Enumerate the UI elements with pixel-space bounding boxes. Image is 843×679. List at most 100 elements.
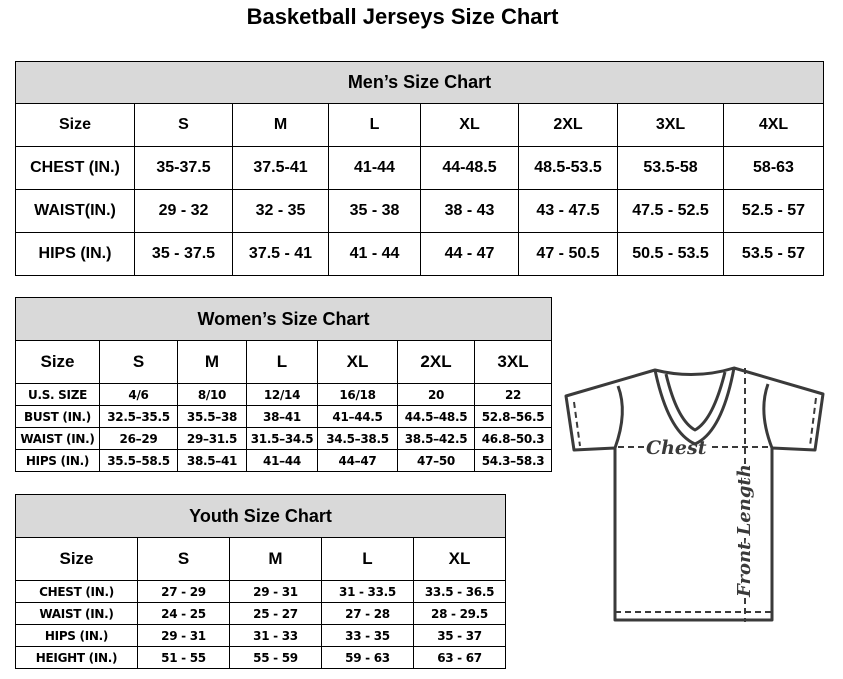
row-label: BUST (IN.): [15, 405, 100, 428]
table-cell: 53.5 - 57: [723, 232, 824, 276]
chart-caption: Youth Size Chart: [14, 494, 507, 538]
row-label: Size: [15, 537, 138, 581]
table-cell: 31 - 33.5: [321, 580, 414, 603]
table-cell: L: [328, 103, 421, 147]
table-cell: 51 - 55: [137, 646, 230, 669]
youth-size-chart: Youth Size Chart Size S M L XL CHEST (IN.) 27 -…: [14, 494, 507, 669]
row-label: U.S. SIZE: [15, 383, 100, 406]
table-row: HIPS (IN.) 35 - 37.5 37.5 - 41 41 - 44 44 - …: [15, 232, 824, 276]
table-cell: 47–50: [397, 449, 475, 472]
table-cell: 29–31.5: [177, 427, 247, 450]
table-cell: 35 - 38: [328, 189, 421, 233]
table-cell: 24 - 25: [137, 602, 230, 625]
table-cell: 53.5-58: [617, 146, 724, 190]
table-cell: 3XL: [473, 340, 553, 384]
table-cell: 33 - 35: [321, 624, 414, 647]
shirt-outline: [564, 366, 825, 622]
chart-caption: Women’s Size Chart: [14, 297, 553, 341]
table-cell: 27 - 29: [137, 580, 230, 603]
table-cell: 43 - 47.5: [518, 189, 618, 233]
row-label: WAIST (IN.): [15, 602, 138, 625]
table-cell: 31 - 33: [229, 624, 322, 647]
header-row: Size S M L XL: [15, 537, 507, 581]
row-label: Size: [15, 340, 100, 384]
table-row: HIPS (IN.) 29 - 31 31 - 33 33 - 35 35 - 37: [15, 624, 507, 647]
table-cell: S: [134, 103, 233, 147]
table-cell: 52.5 - 57: [723, 189, 824, 233]
table-row: BUST (IN.) 32.5–35.5 35.5–38 38–41 41–44.5 44…: [15, 405, 553, 428]
table-cell: 2XL: [397, 340, 475, 384]
table-row: HEIGHT (IN.) 51 - 55 55 - 59 59 - 63 63 - 67: [15, 646, 507, 669]
table-cell: 35.5–58.5: [99, 449, 178, 472]
t-shirt-icon: Chest Front Length: [564, 366, 825, 622]
table-cell: 4/6: [99, 383, 178, 406]
chart-caption: Men’s Size Chart: [15, 61, 824, 104]
table-cell: L: [246, 340, 318, 384]
table-cell: M: [177, 340, 247, 384]
row-label: HIPS (IN.): [15, 232, 135, 276]
table-cell: 50.5 - 53.5: [617, 232, 724, 276]
table-cell: 25 - 27: [229, 602, 322, 625]
womens-size-chart: Women’s Size Chart Size S M L XL 2XL 3XL U.S. SI…: [14, 297, 553, 472]
table-cell: 32 - 35: [232, 189, 329, 233]
table-cell: 2XL: [518, 103, 618, 147]
row-label: WAIST(IN.): [15, 189, 135, 233]
row-label: HEIGHT (IN.): [15, 646, 138, 669]
table-row: HIPS (IN.) 35.5–58.5 38.5–41 41–44 44–47 47–5…: [15, 449, 553, 472]
table-cell: 41-44: [328, 146, 421, 190]
table-cell: 52.8–56.5: [473, 405, 553, 428]
header-row: Size S M L XL 2XL 3XL 4XL: [15, 103, 824, 147]
table-cell: 54.3–58.3: [473, 449, 553, 472]
table-cell: 26–29: [99, 427, 178, 450]
row-label: Size: [15, 103, 135, 147]
table-cell: 34.5–38.5: [317, 427, 398, 450]
table-cell: XL: [420, 103, 519, 147]
table-cell: 35 - 37: [412, 624, 507, 647]
table-cell: 37.5-41: [232, 146, 329, 190]
table-cell: 12/14: [246, 383, 318, 406]
table-cell: 44–47: [317, 449, 398, 472]
table-cell: 38.5–42.5: [397, 427, 475, 450]
front-length-label: Front Length: [734, 464, 755, 598]
table-cell: L: [321, 537, 414, 581]
table-cell: XL: [412, 537, 507, 581]
table-cell: 29 - 31: [137, 624, 230, 647]
table-row: WAIST (IN.) 24 - 25 25 - 27 27 - 28 28 - 29.…: [15, 602, 507, 625]
table-cell: 41 - 44: [328, 232, 421, 276]
table-cell: 29 - 31: [229, 580, 322, 603]
table-cell: 59 - 63: [321, 646, 414, 669]
table-row: CHEST (IN.) 35-37.5 37.5-41 41-44 44-48.5 48.…: [15, 146, 824, 190]
table-cell: 38 - 43: [420, 189, 519, 233]
table-cell: 63 - 67: [412, 646, 507, 669]
table-cell: 55 - 59: [229, 646, 322, 669]
table-cell: 38.5–41: [177, 449, 247, 472]
table-cell: 29 - 32: [134, 189, 233, 233]
page-title: Basketball Jerseys Size Chart: [246, 4, 559, 29]
table-cell: 44 - 47: [420, 232, 519, 276]
table-row: CHEST (IN.) 27 - 29 29 - 31 31 - 33.5 33.5 -…: [15, 580, 507, 603]
table-cell: 35.5–38: [177, 405, 247, 428]
table-cell: 33.5 - 36.5: [412, 580, 507, 603]
table-cell: 35-37.5: [134, 146, 233, 190]
table-cell: 41–44.5: [317, 405, 398, 428]
table-cell: 31.5–34.5: [246, 427, 318, 450]
table-cell: 37.5 - 41: [232, 232, 329, 276]
chest-label: Chest: [646, 437, 707, 459]
table-cell: 48.5-53.5: [518, 146, 618, 190]
table-cell: 16/18: [317, 383, 398, 406]
table-cell: 22: [473, 383, 553, 406]
table-cell: XL: [317, 340, 398, 384]
table-row: U.S. SIZE 4/6 8/10 12/14 16/18 20 22: [15, 383, 553, 406]
table-cell: 44-48.5: [420, 146, 519, 190]
row-label: HIPS (IN.): [15, 449, 100, 472]
table-row: WAIST(IN.) 29 - 32 32 - 35 35 - 38 38 - 43 43…: [15, 189, 824, 233]
table-cell: 27 - 28: [321, 602, 414, 625]
table-cell: M: [232, 103, 329, 147]
table-cell: 41–44: [246, 449, 318, 472]
table-cell: 3XL: [617, 103, 724, 147]
table-cell: 32.5–35.5: [99, 405, 178, 428]
row-label: WAIST (IN.): [15, 427, 100, 450]
mens-size-chart: Men’s Size Chart Size S M L XL 2XL 3XL 4XL CHEST …: [15, 61, 824, 276]
table-cell: M: [229, 537, 322, 581]
table-cell: 4XL: [723, 103, 824, 147]
